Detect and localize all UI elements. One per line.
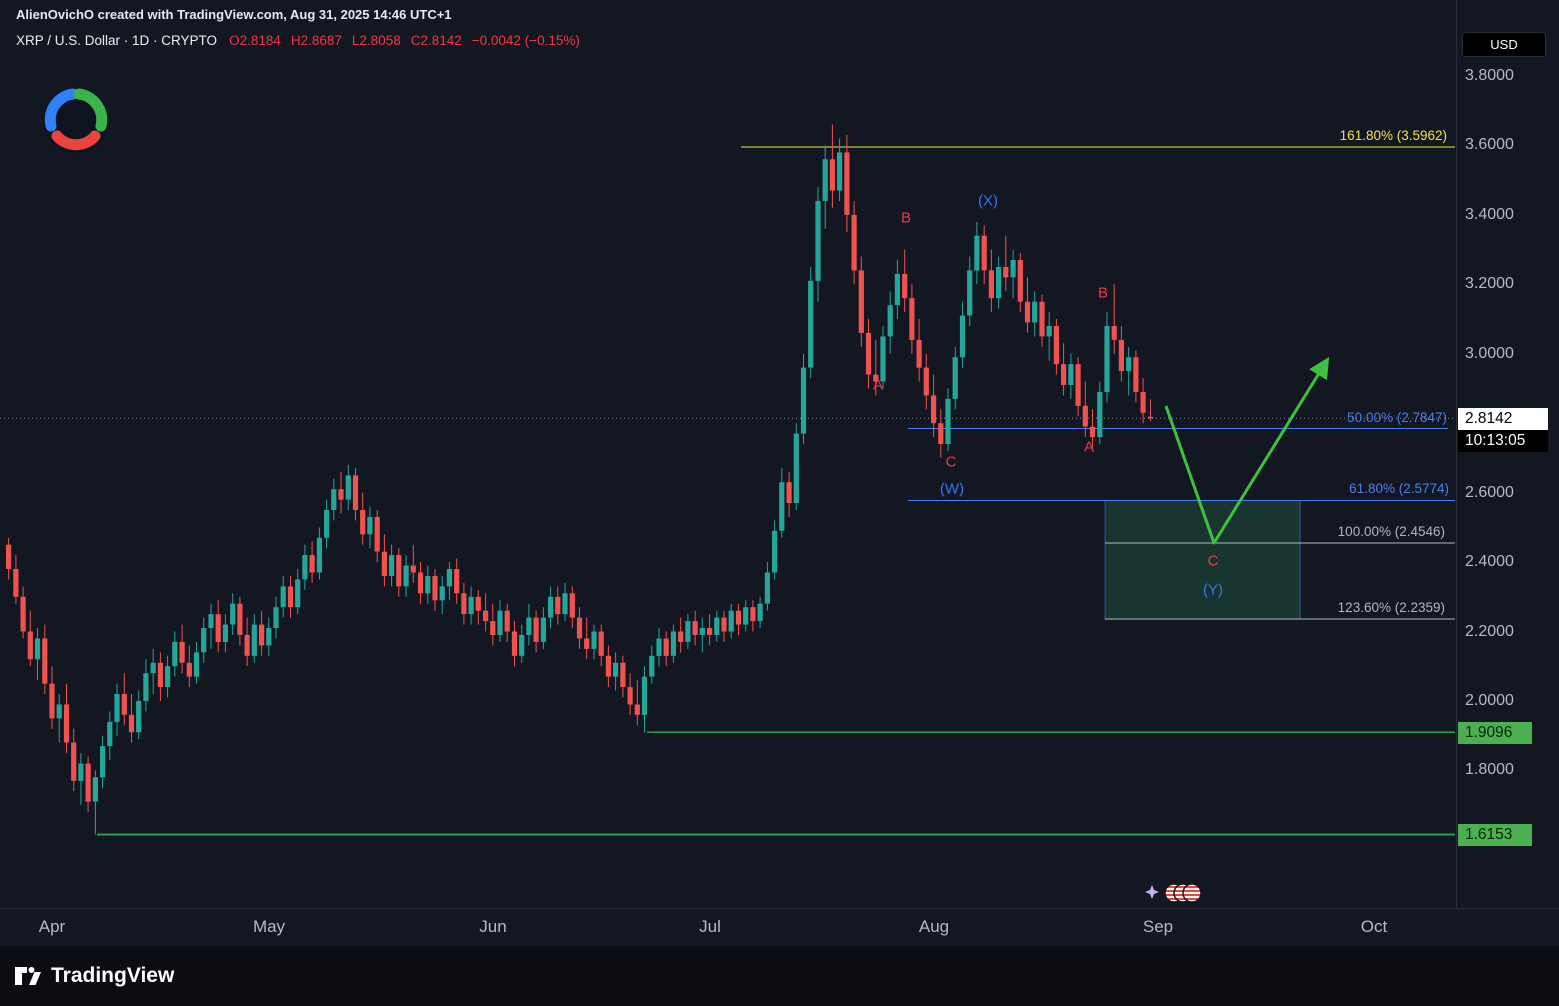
- price-tick-label: 3.8000: [1465, 67, 1514, 84]
- price-axis[interactable]: USD 3.8000 3.6000 3.4000 3.2000 3.0000 2.6000…: [1456, 0, 1559, 908]
- currency-toggle-button[interactable]: USD: [1462, 32, 1546, 57]
- time-axis-month-label: Aug: [918, 917, 950, 936]
- ohlc-quote-token: L2.8058: [351, 33, 401, 48]
- price-tick-label: 2.4000: [1465, 553, 1514, 570]
- elliott-wave-label[interactable]: C: [1207, 552, 1219, 570]
- elliott-wave-label[interactable]: (Y): [1203, 581, 1223, 599]
- chart-plot-area[interactable]: 161.80% (3.5962) 50.00% (2.7847) 61.80% (2…: [0, 0, 1456, 908]
- fib-level-label[interactable]: 100.00% (2.4546): [1337, 524, 1445, 540]
- time-axis-month-label: Sep: [1142, 917, 1174, 936]
- time-axis-month-label: Apr: [38, 917, 66, 936]
- current-price-badge: 2.8142: [1458, 408, 1548, 430]
- ideas-flag-marker[interactable]: [1140, 878, 1212, 913]
- price-tick-label: 3.2000: [1465, 275, 1514, 292]
- price-tick-label: 3.6000: [1465, 136, 1514, 153]
- elliott-wave-label[interactable]: A: [872, 376, 884, 394]
- sparkle-icon: [1145, 885, 1159, 899]
- elliott-wave-label[interactable]: B: [1097, 284, 1109, 302]
- author-logo: [40, 84, 112, 161]
- time-axis-month-label: Oct: [1360, 917, 1388, 936]
- ohlc-quote-token: C2.8142: [410, 33, 462, 48]
- time-axis-month-label: Jun: [479, 917, 507, 936]
- price-tick-label: 2.2000: [1465, 623, 1514, 640]
- price-tick-label: 3.0000: [1465, 345, 1514, 362]
- chart-overlays: 161.80% (3.5962) 50.00% (2.7847) 61.80% (2…: [872, 127, 1449, 616]
- symbol-title[interactable]: XRP / U.S. Dollar · 1D · CRYPTO: [16, 33, 218, 48]
- symbol-info-row[interactable]: XRP / U.S. Dollar · 1D · CRYPTO O2.8184 H…: [16, 33, 590, 48]
- elliott-wave-label[interactable]: C: [945, 453, 957, 471]
- tradingview-brand-text[interactable]: TradingView: [51, 964, 175, 987]
- flag-stack-icon: [1145, 883, 1202, 903]
- price-tick-label: 1.8000: [1465, 761, 1514, 778]
- price-tick-label: 3.4000: [1465, 206, 1514, 223]
- elliott-wave-label[interactable]: A: [1083, 438, 1095, 456]
- elliott-wave-label[interactable]: B: [900, 209, 912, 227]
- support-price-badge: 1.9096: [1458, 722, 1532, 744]
- fib-level-label[interactable]: 161.80% (3.5962): [1339, 127, 1447, 143]
- ohlc-quote-token: O2.8184: [229, 33, 281, 48]
- tradingview-logo-icon[interactable]: [14, 964, 42, 988]
- fib-level-label[interactable]: 61.80% (2.5774): [1349, 481, 1449, 497]
- fib-level-label[interactable]: 50.00% (2.7847): [1347, 409, 1447, 425]
- footer-bar: TradingView: [0, 946, 1559, 1006]
- support-price-badge: 1.6153: [1458, 824, 1532, 846]
- bar-countdown-badge: 10:13:05: [1458, 430, 1548, 452]
- watermark-attribution: AlienOvichO created with TradingView.com…: [16, 7, 452, 22]
- ohlc-quote-token: −0.0042 (−0.15%): [471, 33, 580, 48]
- fib-level-label[interactable]: 123.60% (2.2359): [1337, 600, 1445, 616]
- swirl-logo-icon: [43, 87, 109, 153]
- time-axis-month-label: May: [252, 917, 286, 936]
- time-axis[interactable]: Apr May Jun Jul Aug Sep Oct: [0, 908, 1559, 946]
- elliott-wave-label[interactable]: (X): [978, 192, 998, 210]
- elliott-wave-label[interactable]: (W): [939, 480, 965, 498]
- ohlc-quote-token: H2.8687: [290, 33, 342, 48]
- ohlc-quote: O2.8184 H2.8687 L2.8058 C2.8142 −0.0042 (−0.…: [229, 33, 590, 48]
- price-tick-label: 2.0000: [1465, 692, 1514, 709]
- candlestick-chart[interactable]: [0, 0, 1456, 908]
- time-axis-month-label: Jul: [699, 917, 721, 936]
- price-tick-label: 2.6000: [1465, 484, 1514, 501]
